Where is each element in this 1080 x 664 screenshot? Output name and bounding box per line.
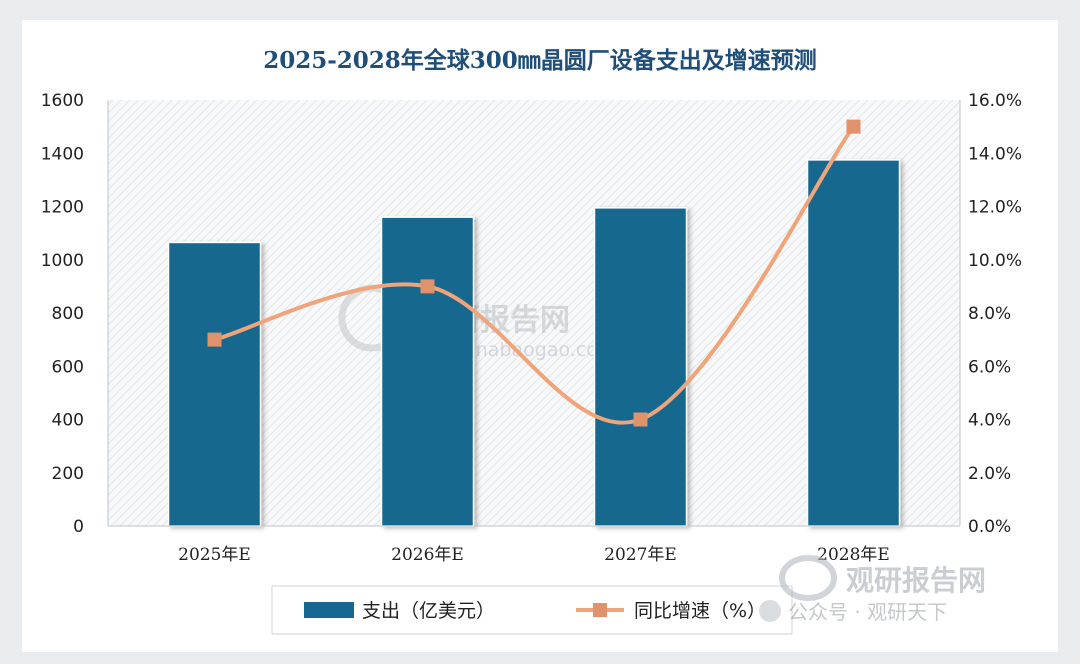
y-left-tick-label: 600 [52,357,84,377]
bar-series [167,159,901,527]
x-tick-label: 2026年E [391,545,464,565]
y-right-tick-label: 12.0% [968,198,1022,218]
y-left-tick-label: 200 [52,464,84,484]
x-axis: 2025年E 2026年E 2027年E 2028年E [108,525,960,565]
y-right-tick-label: 2.0% [968,464,1011,484]
growth-point-2027年E [633,412,648,427]
y-axis-right: 0.0% 2.0% 4.0% 6.0% 8.0% 10.0% 12.0% 14.0% 16.0% [959,91,1022,537]
y-left-tick-label: 400 [52,411,84,431]
bar-2027年E [593,207,688,527]
growth-point-2025年E [207,332,222,347]
y-axis-left: 0 200 400 600 800 1000 1200 1400 1600 [41,91,109,537]
y-left-tick-label: 1000 [41,251,84,271]
x-tick-label: 2027年E [604,545,677,565]
growth-line [212,124,856,425]
y-right-tick-label: 6.0% [968,357,1011,377]
y-right-tick-label: 16.0% [968,91,1022,111]
y-right-tick-label: 4.0% [968,411,1011,431]
legend-box [271,585,793,635]
watermark-domain: chinabaogao.com [448,339,616,361]
x-tick-label: 2028年E [817,545,890,565]
brand-logo-icon [779,555,837,601]
legend-line-marker [593,603,607,617]
x-tick-label: 2025年E [178,545,251,565]
legend: 支出（亿美元） 同比增速（%） [271,585,793,635]
y-left-tick-label: 800 [52,304,84,324]
brand-name-watermark: 观研报告网 [846,564,986,597]
bar-2028年E [806,159,901,527]
growth-point-2028年E [846,119,861,134]
wechat-watermark: 公众号 · 观研天下 [788,600,947,624]
watermark: 观研报告网 chinabaogao.com [338,284,616,361]
legend-label-growth: 同比增速（%） [634,600,766,622]
y-right-tick-label: 0.0% [968,517,1011,537]
legend-label-spend: 支出（亿美元） [362,600,495,622]
y-left-tick-label: 1400 [41,144,84,164]
y-right-tick-label: 10.0% [968,251,1022,271]
line-series [207,119,861,427]
y-right-tick-label: 14.0% [968,144,1022,164]
y-left-tick-label: 0 [73,517,84,537]
legend-bar-swatch [304,602,354,618]
y-left-tick-label: 1600 [41,91,84,111]
bar-2025年E [167,241,262,527]
chart-title: 2025-2028年全球300㎜晶圆厂设备支出及增速预测 [263,47,817,74]
y-right-tick-label: 8.0% [968,304,1011,324]
y-left-tick-label: 1200 [41,198,84,218]
brand-watermark-bottom: 观研报告网 公众号 · 观研天下 [759,555,986,624]
wechat-icon [759,600,781,622]
growth-point-2026年E [420,279,435,294]
bar-2026年E [380,216,475,527]
